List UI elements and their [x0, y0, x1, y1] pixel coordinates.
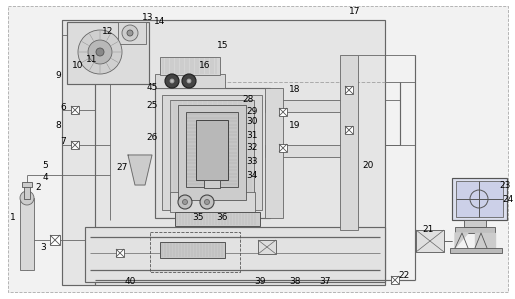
Text: 27: 27 — [116, 164, 128, 173]
Text: 33: 33 — [246, 158, 258, 167]
Text: 22: 22 — [399, 271, 409, 280]
Text: 12: 12 — [102, 28, 114, 36]
Bar — [116, 249, 124, 257]
Text: 38: 38 — [289, 277, 301, 286]
Circle shape — [88, 40, 112, 64]
Text: 11: 11 — [86, 56, 98, 65]
Circle shape — [182, 74, 196, 88]
Bar — [279, 108, 287, 116]
Text: 10: 10 — [72, 60, 84, 69]
Text: 16: 16 — [199, 60, 211, 69]
Text: 14: 14 — [154, 18, 166, 27]
Text: 6: 6 — [60, 103, 66, 112]
Bar — [175, 212, 260, 226]
Text: 39: 39 — [254, 277, 266, 286]
Bar — [67, 22, 149, 84]
Text: 26: 26 — [146, 133, 158, 143]
Text: 1: 1 — [10, 213, 16, 222]
Bar — [162, 95, 262, 210]
Bar — [279, 144, 287, 152]
Bar — [265, 88, 283, 218]
Circle shape — [20, 191, 34, 205]
Circle shape — [187, 79, 191, 83]
Text: 23: 23 — [500, 181, 511, 190]
Text: 24: 24 — [502, 196, 513, 205]
Text: 31: 31 — [246, 130, 258, 140]
Bar — [345, 86, 353, 94]
Text: 37: 37 — [319, 277, 331, 286]
Bar — [178, 105, 246, 200]
Bar — [150, 232, 240, 272]
Text: 30: 30 — [246, 118, 258, 126]
Circle shape — [96, 48, 104, 56]
Bar — [20, 198, 34, 270]
Polygon shape — [475, 233, 495, 248]
Circle shape — [122, 25, 138, 41]
Bar — [160, 57, 220, 75]
Text: 2: 2 — [35, 184, 41, 193]
Bar — [155, 88, 270, 218]
Text: 17: 17 — [349, 7, 360, 16]
Bar — [456, 181, 503, 217]
Text: 36: 36 — [216, 213, 228, 222]
Text: 8: 8 — [55, 120, 61, 129]
Bar — [118, 22, 146, 44]
Text: 28: 28 — [243, 95, 254, 104]
Text: 13: 13 — [142, 13, 154, 22]
Text: 45: 45 — [146, 83, 158, 92]
Bar — [160, 242, 225, 258]
Polygon shape — [128, 155, 152, 185]
Bar — [265, 100, 341, 112]
Bar — [170, 100, 254, 205]
Text: 19: 19 — [289, 121, 301, 130]
Text: 15: 15 — [217, 40, 229, 50]
Bar — [455, 227, 495, 233]
Text: 20: 20 — [363, 161, 374, 170]
Circle shape — [170, 79, 174, 83]
Bar — [71, 106, 79, 114]
Text: 21: 21 — [422, 225, 434, 234]
Bar — [22, 182, 32, 187]
Text: 5: 5 — [42, 161, 48, 170]
Bar — [50, 235, 60, 245]
Bar — [24, 185, 30, 199]
Circle shape — [78, 30, 122, 74]
Text: 7: 7 — [60, 138, 66, 147]
Bar — [62, 20, 385, 285]
Circle shape — [182, 199, 187, 205]
Text: 40: 40 — [124, 277, 135, 286]
Bar — [155, 74, 225, 88]
Circle shape — [165, 74, 179, 88]
Circle shape — [127, 30, 133, 36]
Circle shape — [178, 195, 192, 209]
Bar — [345, 126, 353, 134]
Bar — [85, 227, 385, 282]
Bar — [452, 178, 507, 220]
Bar — [450, 248, 502, 253]
Text: 29: 29 — [246, 108, 258, 117]
Bar — [186, 112, 238, 187]
Bar — [71, 141, 79, 149]
Bar — [204, 180, 220, 188]
Polygon shape — [455, 233, 468, 248]
Bar — [265, 145, 341, 157]
Bar — [464, 220, 486, 227]
Circle shape — [200, 195, 214, 209]
Bar — [258, 240, 276, 254]
Text: 9: 9 — [55, 71, 61, 80]
Bar — [416, 230, 444, 252]
Text: 32: 32 — [246, 144, 258, 152]
Bar — [196, 120, 228, 180]
Text: 3: 3 — [40, 243, 46, 252]
Bar — [340, 55, 358, 230]
Text: 4: 4 — [42, 173, 48, 182]
Text: 34: 34 — [246, 170, 258, 179]
Bar — [391, 276, 399, 284]
Bar — [170, 192, 255, 212]
Circle shape — [204, 199, 210, 205]
Text: 25: 25 — [146, 100, 158, 109]
Text: 18: 18 — [289, 86, 301, 94]
Text: 35: 35 — [192, 213, 204, 222]
